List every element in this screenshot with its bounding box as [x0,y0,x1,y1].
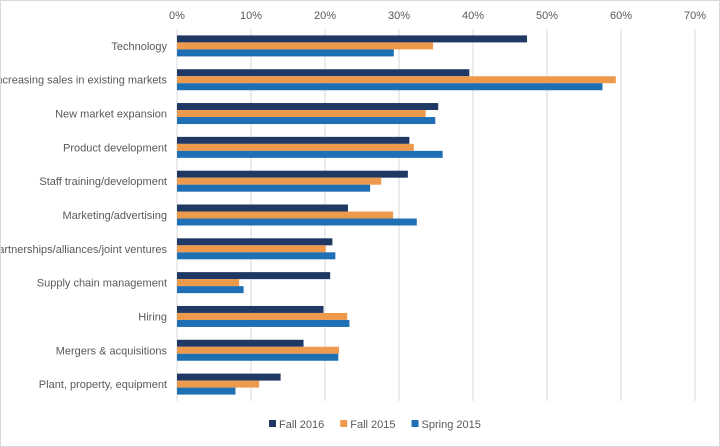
bar-spring-2015 [177,184,371,192]
category-label: New market expansion [55,109,167,121]
bar-fall-2016 [177,35,528,43]
category-label: Staff training/development [39,176,167,188]
x-axis-ticks: 0% 10% 20% 30% 40% 50% 60% 70% [169,10,706,22]
bar-spring-2015 [177,117,436,125]
bar-spring-2015 [177,252,336,260]
bar-fall-2016 [177,272,331,280]
legend-swatch [411,420,419,427]
bar-spring-2015 [177,83,603,91]
bar-fall-2015 [177,245,326,253]
x-tick-label: 60% [610,10,632,22]
bar-fall-2016 [177,305,324,313]
bar-fall-2016 [177,69,470,77]
bar-fall-2015 [177,312,348,320]
legend-label: Fall 2015 [350,419,395,431]
bar-spring-2015 [177,319,350,327]
category-label: Increasing sales in existing markets [1,75,167,87]
bar-fall-2015 [177,143,414,151]
bar-fall-2015 [177,380,260,388]
bar-fall-2015 [177,76,616,84]
bars [177,35,616,395]
x-tick-label: 10% [240,10,262,22]
x-tick-label: 0% [169,10,185,22]
bar-fall-2016 [177,339,304,347]
category-labels: Technology Increasing sales in existing m… [1,41,167,391]
bar-fall-2016 [177,136,410,144]
bar-fall-2016 [177,170,408,178]
category-label: Partnerships/alliances/joint ventures [1,244,167,256]
category-label: Hiring [138,311,167,323]
legend-label: Spring 2015 [422,419,481,431]
legend-label: Fall 2016 [279,419,324,431]
x-tick-label: 30% [388,10,410,22]
category-label: Mergers & acquisitions [56,345,168,357]
bar-fall-2015 [177,42,434,50]
category-label: Marketing/advertising [62,210,167,222]
x-tick-label: 40% [462,10,484,22]
bar-fall-2016 [177,103,439,111]
bar-spring-2015 [177,353,339,361]
bar-fall-2015 [177,177,382,185]
category-label: Plant, property, equipment [39,379,167,391]
bar-spring-2015 [177,286,244,294]
x-tick-label: 20% [314,10,336,22]
x-tick-label: 50% [536,10,558,22]
bar-spring-2015 [177,49,394,57]
bar-fall-2015 [177,110,426,118]
x-tick-label: 70% [684,10,706,22]
bar-fall-2015 [177,279,240,287]
bar-spring-2015 [177,218,417,226]
bar-fall-2015 [177,211,394,219]
category-label: Product development [63,142,167,154]
bar-fall-2016 [177,204,348,212]
bar-spring-2015 [177,387,236,395]
legend-swatch [340,420,348,427]
category-label: Technology [111,41,167,53]
legend-swatch [269,420,276,427]
bar-fall-2016 [177,373,281,381]
legend: Fall 2016 Fall 2015 Spring 2015 [269,419,481,431]
bar-fall-2016 [177,238,333,246]
bar-spring-2015 [177,150,443,158]
bar-fall-2015 [177,346,340,354]
category-label: Supply chain management [37,278,167,290]
